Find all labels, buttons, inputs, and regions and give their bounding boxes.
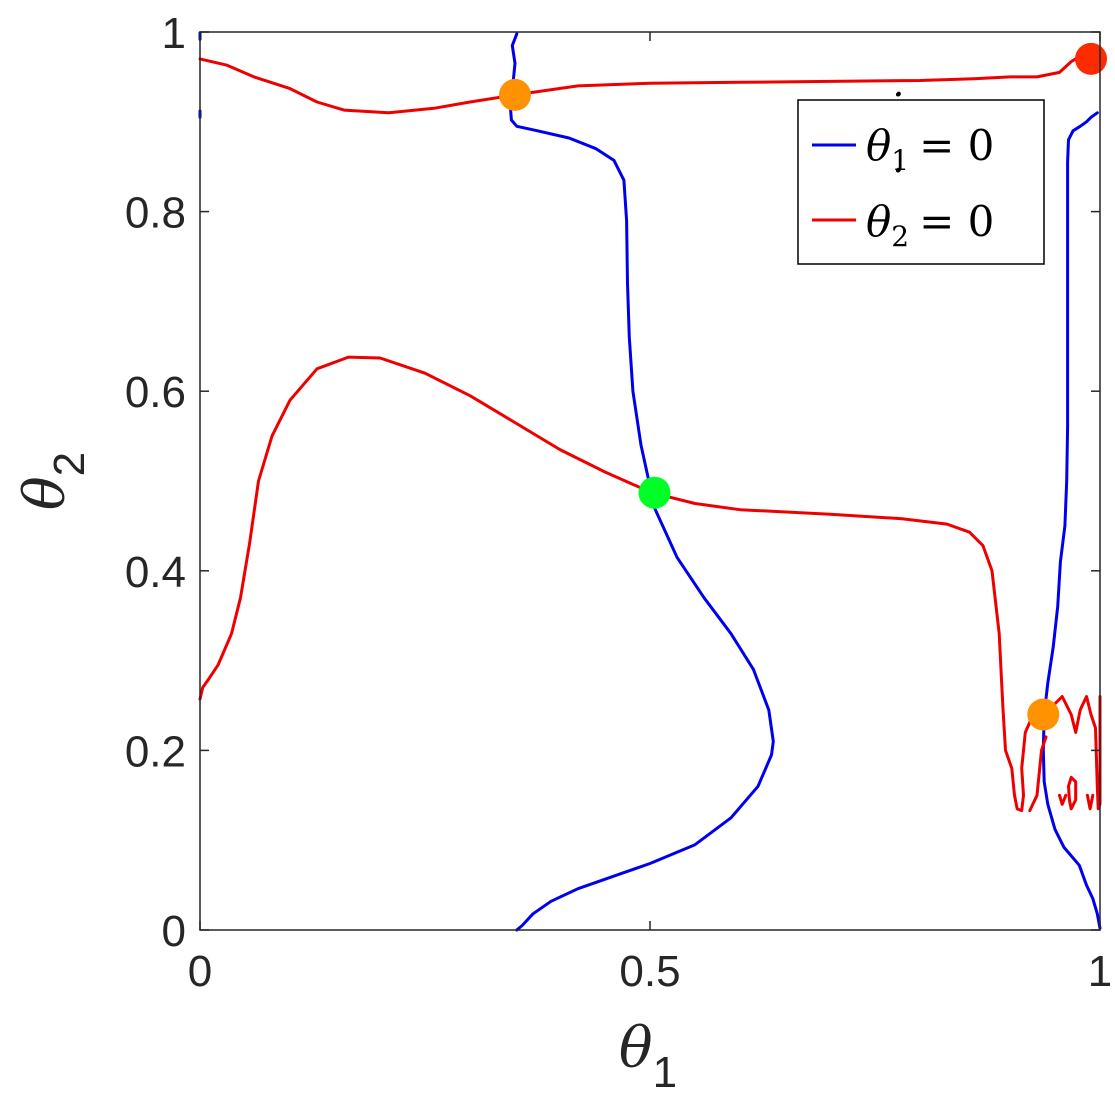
fixed-point-marker-2 — [638, 476, 671, 509]
legend-theta2-equals: = 0 — [919, 197, 994, 246]
series-2-segment-2 — [1041, 695, 1102, 811]
legend: θ1 = 0 ˙ θ2 = 0 ˙ — [797, 85, 1045, 265]
legend-theta1-equals: = 0 — [919, 121, 994, 170]
legend-theta2-dot: ˙ — [884, 161, 905, 210]
ticks-layer: 0 0.5 1 0 0.2 0.4 0.6 0.8 1 — [125, 9, 1112, 996]
legend-theta2-subscript: 2 — [891, 220, 909, 253]
legend-theta2-symbol: θ — [866, 197, 891, 246]
y-tick-label-2: 0.2 — [125, 727, 186, 776]
series-2-segment-5 — [1067, 775, 1078, 811]
y-tick-label-4: 0.6 — [125, 368, 186, 417]
series-2-segment-6 — [1085, 793, 1095, 811]
x-tick-label-1: 0 — [188, 947, 212, 996]
x-axis-label: θ1 — [619, 1016, 677, 1097]
series-2-segment-7 — [198, 55, 1102, 115]
markers-layer — [499, 42, 1107, 731]
x-axis-label-subscript: 1 — [653, 1048, 677, 1097]
series-2-segment-3 — [1028, 735, 1048, 813]
legend-theta1-symbol: θ — [866, 121, 891, 170]
legend-label-theta2: θ2 = 0 — [866, 197, 994, 253]
fixed-point-marker-3 — [1027, 698, 1060, 731]
y-tick-label-1: 0 — [162, 907, 186, 956]
series-1-segment-4 — [1041, 111, 1102, 930]
fixed-point-marker-1 — [499, 78, 531, 111]
legend-theta1-subscript: 1 — [891, 144, 909, 177]
fixed-point-marker-4 — [1075, 42, 1107, 75]
y-tick-label-3: 0.4 — [125, 548, 186, 597]
series-2-segment-1 — [198, 355, 1045, 813]
y-axis-label-symbol: θ — [13, 476, 78, 510]
y-tick-label-6: 1 — [162, 9, 186, 58]
x-tick-label-2: 0.5 — [619, 947, 680, 996]
legend-box — [797, 99, 1045, 265]
y-axis-label: θ2 — [13, 452, 94, 510]
x-axis-label-symbol: θ — [619, 1016, 653, 1081]
y-tick-label-5: 0.8 — [125, 189, 186, 238]
x-tick-label-3: 1 — [1088, 947, 1112, 996]
legend-theta1-dot: ˙ — [884, 85, 905, 134]
y-axis-label-subscript: 2 — [45, 452, 94, 476]
series-2-segment-4 — [1058, 793, 1068, 806]
legend-label-theta1: θ1 = 0 — [866, 121, 994, 177]
curves-layer — [198, 31, 1102, 932]
